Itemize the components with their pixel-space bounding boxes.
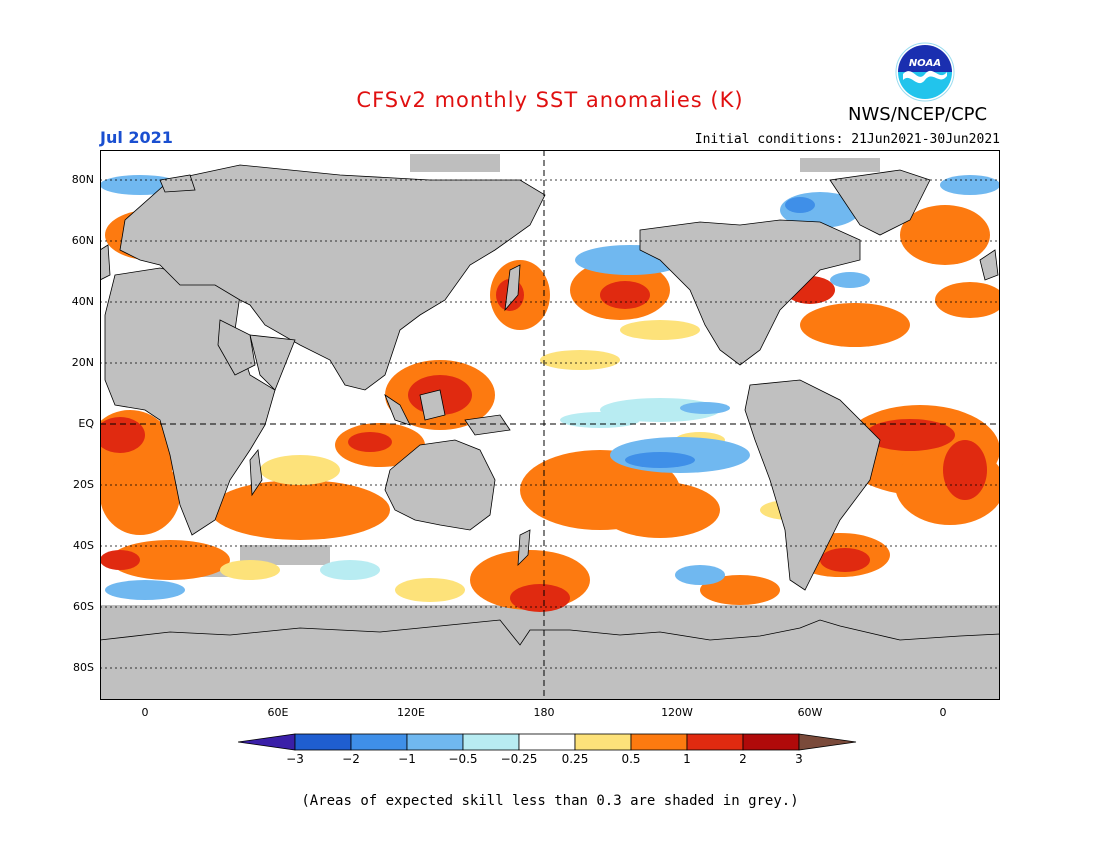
- noaa-logo-icon: NOAA: [895, 42, 955, 102]
- lat-label: 20S: [73, 478, 94, 491]
- lat-label: 80N: [71, 173, 94, 186]
- colorbar: [238, 733, 857, 751]
- lat-label: 40S: [73, 539, 94, 552]
- lat-label: 60S: [73, 600, 94, 613]
- sumatra: [384, 393, 411, 426]
- colorbar-tick-label: 0.25: [561, 752, 589, 766]
- colorbar-min-arrow: [238, 733, 296, 751]
- colorbar-cell: [406, 733, 464, 751]
- colorbar-cell: [686, 733, 744, 751]
- madagascar: [249, 449, 263, 497]
- colorbar-tick-label: −2: [342, 752, 360, 766]
- lat-label: 80S: [73, 661, 94, 674]
- colorbar-tick-label: −0.5: [448, 752, 478, 766]
- equator-and-dateline: [100, 150, 1000, 700]
- colorbar-tick-label: −3: [286, 752, 304, 766]
- new-zealand: [517, 529, 531, 567]
- lon-label: 60E: [267, 706, 289, 719]
- colorbar-tick-label: 3: [795, 752, 803, 766]
- sst-anomaly-map: [100, 150, 1000, 700]
- arabia: [217, 319, 256, 376]
- south-america: [744, 379, 881, 591]
- organization-label: NWS/NCEP/CPC: [848, 104, 988, 125]
- colorbar-cell: [742, 733, 800, 751]
- borneo: [419, 389, 446, 421]
- antarctica: [100, 619, 1000, 700]
- graticule: [100, 179, 1000, 669]
- forecast-month: Jul 2021: [100, 128, 173, 147]
- british-isles-west: [100, 244, 111, 281]
- colorbar-max-arrow: [798, 733, 857, 751]
- colorbar-cell: [630, 733, 688, 751]
- colorbar-cell: [574, 733, 632, 751]
- land-masses: [100, 164, 1000, 700]
- svg-text:NOAA: NOAA: [909, 58, 941, 69]
- lat-label: EQ: [78, 417, 94, 430]
- colorbar-cell: [350, 733, 408, 751]
- colorbar-tick-label: 0.5: [621, 752, 641, 766]
- lon-label: 60W: [797, 706, 823, 719]
- british-isles: [979, 249, 999, 281]
- lat-label: 60N: [71, 234, 94, 247]
- svalbard: [159, 174, 196, 193]
- colorbar-tick-label: −1: [398, 752, 416, 766]
- map-title: CFSv2 monthly SST anomalies (K): [356, 88, 744, 112]
- lat-label: 40N: [71, 295, 94, 308]
- colorbar-tick-label: 1: [683, 752, 691, 766]
- colorbar-cell: [294, 733, 352, 751]
- new-guinea: [464, 414, 511, 436]
- lon-label: 0: [141, 706, 149, 719]
- lon-label: 180: [533, 706, 555, 719]
- north-america: [639, 219, 861, 366]
- india: [249, 334, 296, 391]
- colorbar-cell: [518, 733, 576, 751]
- greenland: [829, 169, 931, 236]
- lon-label: 0: [939, 706, 947, 719]
- lon-label: 120W: [661, 706, 693, 719]
- japan: [504, 264, 521, 312]
- colorbar-tick-label: 2: [739, 752, 747, 766]
- colorbar-cell: [462, 733, 520, 751]
- skill-note: (Areas of expected skill less than 0.3 a…: [301, 793, 799, 809]
- initial-conditions: Initial conditions: 21Jun2021-30Jun2021: [694, 132, 1000, 147]
- lon-label: 120E: [397, 706, 425, 719]
- colorbar-tick-label: −0.25: [500, 752, 538, 766]
- lat-label: 20N: [71, 356, 94, 369]
